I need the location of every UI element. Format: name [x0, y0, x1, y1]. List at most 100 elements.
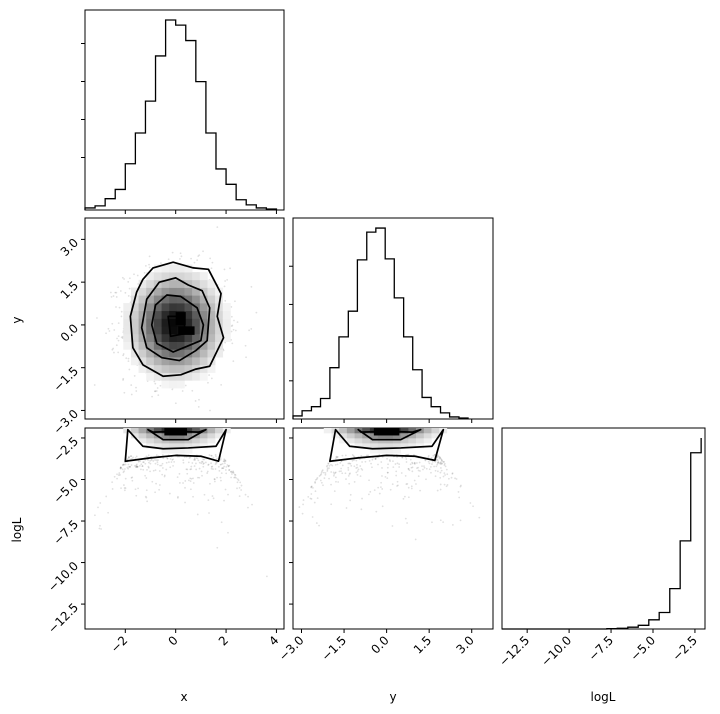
tick-label: 3.0: [453, 633, 476, 656]
density-peak: [373, 428, 400, 436]
sample-point: [422, 468, 424, 471]
sample-point: [99, 502, 102, 504]
sample-point: [438, 455, 441, 458]
sample-point: [215, 455, 217, 458]
sample-point: [190, 465, 193, 468]
sample-point: [123, 487, 126, 489]
density-cell: [184, 310, 193, 319]
sample-point: [134, 488, 137, 491]
sample-point: [232, 472, 235, 474]
sample-point: [368, 459, 371, 462]
sample-point: [314, 481, 316, 483]
sample-point: [415, 483, 417, 485]
sample-point: [314, 482, 317, 484]
density-cell: [222, 318, 231, 327]
density-cell: [130, 287, 139, 296]
sample-point: [213, 478, 216, 480]
density-cell: [176, 448, 185, 454]
sample-point: [134, 457, 137, 459]
sample-point: [381, 467, 383, 469]
sample-point: [120, 315, 123, 318]
sample-point: [211, 495, 214, 497]
sample-point: [156, 387, 159, 389]
sample-point: [142, 461, 144, 464]
sample-point: [231, 473, 233, 475]
sample-point: [319, 474, 322, 477]
sample-point: [423, 465, 425, 467]
sample-point: [187, 479, 190, 482]
density-cell: [123, 318, 132, 327]
sample-point: [451, 472, 454, 475]
sample-point: [340, 467, 343, 470]
sample-point: [231, 342, 234, 345]
density-cell: [176, 372, 185, 381]
sample-point: [469, 502, 472, 504]
sample-point: [367, 493, 370, 496]
sample-point: [311, 486, 314, 489]
sample-point: [202, 458, 205, 461]
sample-point: [356, 463, 358, 466]
sample-point: [117, 339, 120, 342]
sample-point: [413, 463, 416, 465]
sample-point: [184, 480, 187, 482]
sample-point: [425, 478, 427, 481]
sample-point: [337, 481, 340, 483]
sample-point: [222, 349, 225, 352]
sample-point: [395, 470, 398, 473]
sample-point: [458, 496, 461, 499]
sample-point: [368, 479, 370, 482]
sample-point: [224, 299, 227, 302]
sample-point: [152, 460, 155, 462]
sample-point: [110, 295, 113, 298]
density-cell: [184, 448, 193, 454]
sample-point: [333, 473, 336, 475]
sample-point: [210, 462, 212, 465]
sample-point: [302, 499, 305, 502]
sample-point: [118, 472, 121, 474]
density-cell: [184, 318, 193, 327]
density-cell: [161, 349, 170, 358]
sample-point: [411, 461, 413, 464]
sample-point: [119, 290, 122, 292]
sample-point: [154, 491, 157, 494]
sample-point: [193, 458, 196, 460]
density-cell: [138, 433, 147, 439]
sample-point: [298, 506, 301, 508]
sample-point: [341, 472, 344, 475]
density-cell: [123, 341, 132, 350]
sample-point: [395, 474, 398, 477]
sample-point: [233, 319, 235, 322]
density-cell: [146, 279, 155, 288]
sample-point: [133, 273, 135, 276]
density-cell: [169, 272, 178, 281]
sample-point: [436, 462, 439, 465]
sample-point: [210, 377, 213, 380]
sample-point: [240, 484, 243, 487]
sample-point: [191, 462, 194, 464]
sample-point: [336, 456, 339, 458]
sample-point: [135, 465, 138, 468]
density-cell: [192, 341, 201, 350]
sample-point: [154, 390, 156, 393]
sample-point: [127, 280, 130, 283]
sample-point: [437, 454, 439, 457]
density-cell: [169, 341, 178, 350]
sample-point: [229, 470, 232, 473]
sample-point: [359, 475, 362, 477]
sample-point: [216, 461, 218, 464]
sample-point: [431, 460, 434, 463]
sample-point: [130, 464, 133, 466]
density-cell: [199, 295, 208, 304]
density-cell: [146, 372, 155, 381]
sample-point: [333, 490, 336, 493]
density-cell: [215, 349, 224, 358]
sample-point: [198, 476, 201, 479]
sample-point: [130, 477, 133, 479]
density-cell: [369, 443, 378, 449]
sample-point: [125, 357, 128, 360]
density-cell: [146, 326, 155, 335]
sample-point: [332, 471, 335, 474]
tick-label: −10.0: [538, 633, 574, 669]
sample-point: [169, 458, 172, 460]
density-cell: [222, 303, 231, 312]
